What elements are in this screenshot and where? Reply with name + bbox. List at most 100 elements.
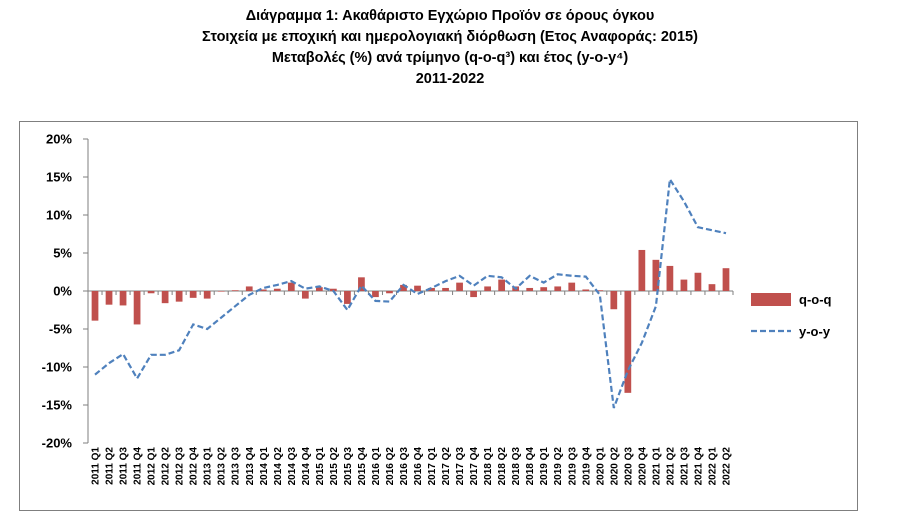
x-tick-label: 2012 Q2 <box>161 447 172 486</box>
chart-area-border <box>19 121 858 511</box>
x-tick-label: 2022 Q1 <box>707 447 718 486</box>
bar-qoq <box>554 286 562 291</box>
chart-title-block: Διάγραμμα 1: Ακαθάριστο Εγχώριο Προϊόν σ… <box>0 6 900 90</box>
x-tick-label: 2022 Q2 <box>721 447 732 486</box>
bar-qoq <box>526 287 534 291</box>
line-yoy <box>94 176 727 409</box>
x-tick-label: 2020 Q4 <box>637 447 648 486</box>
y-tick-label: -10% <box>42 360 73 375</box>
x-tick-label: 2020 Q2 <box>609 447 620 486</box>
bar-qoq <box>456 282 463 291</box>
bar-qoq <box>315 287 323 291</box>
bar-qoq <box>484 286 491 291</box>
x-tick-label: 2021 Q3 <box>679 447 690 486</box>
x-tick-label: 2017 Q2 <box>441 447 452 486</box>
bar-qoq <box>652 259 660 291</box>
bar-qoq <box>414 285 421 291</box>
bar-qoq <box>91 291 99 321</box>
x-tick-label: 2016 Q1 <box>371 447 382 486</box>
bar-qoq <box>217 291 225 292</box>
x-tick-label: 2013 Q4 <box>245 447 256 486</box>
legend-label-yoy: y-o-y <box>799 324 831 339</box>
bar-qoq <box>470 291 477 298</box>
x-tick-label: 2016 Q4 <box>413 447 424 486</box>
chart-title: Διάγραμμα 1: Ακαθάριστο Εγχώριο Προϊόν σ… <box>245 8 655 24</box>
bar-qoq <box>287 282 295 291</box>
bar-qoq <box>694 272 702 291</box>
x-tick-label: 2019 Q2 <box>553 447 564 486</box>
y-tick-label: -20% <box>42 436 73 451</box>
x-tick-label: 2019 Q1 <box>539 447 550 486</box>
bar-qoq <box>680 279 688 291</box>
bar-qoq <box>147 291 155 294</box>
y-tick-label: 5% <box>53 246 72 261</box>
y-tick-label: 20% <box>46 132 72 147</box>
x-tick-label: 2021 Q1 <box>651 447 662 486</box>
bar-qoq <box>358 277 365 291</box>
x-tick-label: 2014 Q2 <box>273 447 284 486</box>
x-tick-label: 2017 Q4 <box>469 447 480 486</box>
bar-qoq <box>245 286 253 291</box>
bar-qoq <box>610 291 618 310</box>
bar-qoq <box>568 282 576 291</box>
bar-qoq <box>442 287 449 291</box>
x-tick-label: 2012 Q1 <box>147 447 158 486</box>
x-tick-label: 2020 Q1 <box>595 447 606 486</box>
bar-qoq <box>540 287 548 291</box>
x-tick-label: 2012 Q4 <box>189 447 200 486</box>
y-tick-label: -5% <box>49 322 73 337</box>
legend-label-qoq: q-o-q <box>799 292 832 307</box>
bar-qoq <box>189 291 197 298</box>
bar-qoq <box>708 284 716 291</box>
y-tick-label: 10% <box>46 208 72 223</box>
x-tick-label: 2015 Q1 <box>315 447 326 486</box>
y-tick-label: 0% <box>53 284 72 299</box>
bar-qoq <box>428 287 435 291</box>
legend-swatch-qoq <box>751 293 791 306</box>
bar-qoq <box>259 289 267 291</box>
x-tick-label: 2011 Q1 <box>91 447 102 485</box>
bar-qoq <box>203 291 211 299</box>
x-tick-label: 2011 Q3 <box>119 447 130 485</box>
x-tick-label: 2013 Q2 <box>217 447 228 486</box>
bar-qoq <box>301 291 309 299</box>
x-tick-label: 2017 Q3 <box>455 447 466 486</box>
bar-qoq <box>386 291 393 294</box>
bar-qoq <box>133 291 141 325</box>
x-tick-label: 2016 Q2 <box>385 447 396 486</box>
x-tick-label: 2014 Q3 <box>287 447 298 486</box>
bar-qoq <box>175 291 183 302</box>
x-tick-label: 2013 Q1 <box>203 447 214 486</box>
x-tick-label: 2017 Q1 <box>427 447 438 486</box>
bar-qoq <box>273 288 281 291</box>
bar-qoq <box>119 291 127 306</box>
x-tick-label: 2014 Q1 <box>259 447 270 486</box>
x-tick-label: 2018 Q4 <box>525 447 536 486</box>
x-tick-label: 2019 Q4 <box>581 447 592 486</box>
x-tick-label: 2016 Q3 <box>399 447 410 486</box>
x-tick-label: 2021 Q2 <box>665 447 676 486</box>
legend: q-o-q y-o-y <box>751 292 832 339</box>
x-tick-label: 2015 Q4 <box>357 447 368 486</box>
bar-qoq <box>498 279 506 291</box>
bar-qoq <box>372 291 379 298</box>
y-tick-label: 15% <box>46 170 72 185</box>
x-tick-label: 2018 Q3 <box>511 447 522 486</box>
chart-subtitle-measure: Μεταβολές (%) ανά τρίμηνο (q-o-q³) και έ… <box>271 50 629 66</box>
x-tick-label: 2012 Q3 <box>175 447 186 486</box>
bar-qoq <box>624 291 632 393</box>
chart-period: 2011-2022 <box>415 71 485 87</box>
x-tick-label: 2014 Q4 <box>301 447 312 486</box>
x-tick-label: 2013 Q3 <box>231 447 242 486</box>
bar-qoq <box>722 268 730 291</box>
bar-qoq <box>666 265 674 291</box>
bar-qoq <box>638 249 646 291</box>
x-tick-label: 2011 Q4 <box>133 447 144 485</box>
x-tick-label: 2015 Q2 <box>329 447 340 486</box>
x-tick-label: 2015 Q3 <box>343 447 354 486</box>
x-tick-label: 2019 Q3 <box>567 447 578 486</box>
bar-qoq <box>105 291 113 305</box>
bar-qoq <box>344 291 351 304</box>
x-tick-label: 2020 Q3 <box>623 447 634 486</box>
